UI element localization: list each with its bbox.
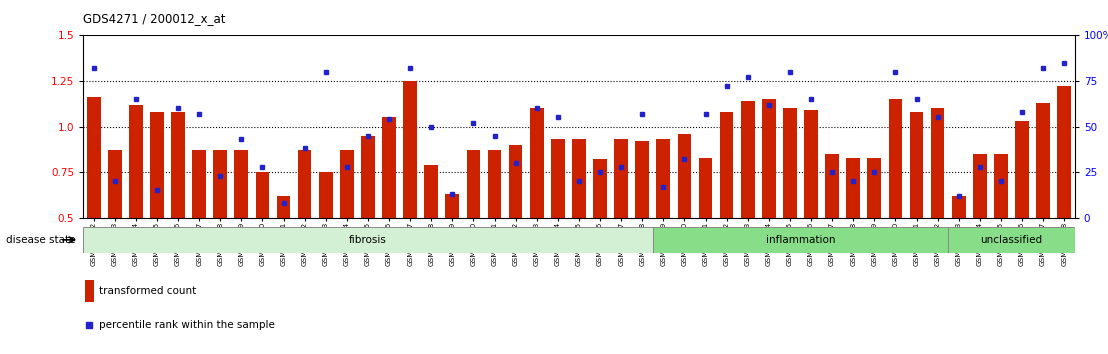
Bar <box>699 158 712 218</box>
Bar <box>931 108 944 218</box>
Bar <box>509 145 523 218</box>
Bar <box>1015 121 1029 218</box>
Bar <box>530 108 544 218</box>
Bar <box>762 99 776 218</box>
Bar <box>572 139 586 218</box>
Bar <box>825 154 839 218</box>
Text: fibrosis: fibrosis <box>349 235 387 245</box>
Bar <box>1036 103 1050 218</box>
Bar <box>150 112 164 218</box>
Bar <box>1057 86 1071 218</box>
Bar <box>214 150 227 218</box>
Bar <box>129 105 143 218</box>
Bar <box>172 112 185 218</box>
Bar <box>298 150 311 218</box>
Bar <box>678 134 691 218</box>
Bar <box>84 280 93 302</box>
Bar <box>488 150 502 218</box>
Bar <box>256 172 269 218</box>
Bar <box>382 118 396 218</box>
Bar <box>340 150 353 218</box>
Bar <box>948 227 1075 253</box>
Bar <box>445 194 459 218</box>
Bar <box>551 139 565 218</box>
Bar <box>107 150 122 218</box>
Bar <box>952 196 965 218</box>
Text: inflammation: inflammation <box>766 235 835 245</box>
Bar <box>889 99 902 218</box>
Bar <box>403 81 417 218</box>
Bar <box>86 97 101 218</box>
Text: unclassified: unclassified <box>981 235 1043 245</box>
Bar <box>614 139 628 218</box>
Bar <box>720 112 733 218</box>
Bar <box>277 196 290 218</box>
Bar <box>804 110 818 218</box>
Text: transformed count: transformed count <box>99 286 196 296</box>
Bar <box>235 150 248 218</box>
Bar <box>656 139 670 218</box>
Bar <box>741 101 755 218</box>
Bar <box>466 150 480 218</box>
Bar <box>193 150 206 218</box>
Bar <box>319 172 332 218</box>
Bar <box>635 141 649 218</box>
Bar <box>593 159 607 218</box>
Bar <box>847 158 860 218</box>
Bar <box>361 136 375 218</box>
Bar <box>653 227 948 253</box>
Bar <box>994 154 1008 218</box>
Text: percentile rank within the sample: percentile rank within the sample <box>99 320 275 330</box>
Text: disease state: disease state <box>6 235 75 245</box>
Bar <box>868 158 881 218</box>
Bar <box>424 165 438 218</box>
Bar <box>973 154 986 218</box>
Bar <box>783 108 797 218</box>
Text: GDS4271 / 200012_x_at: GDS4271 / 200012_x_at <box>83 12 226 25</box>
Bar <box>83 227 653 253</box>
Bar <box>910 112 923 218</box>
